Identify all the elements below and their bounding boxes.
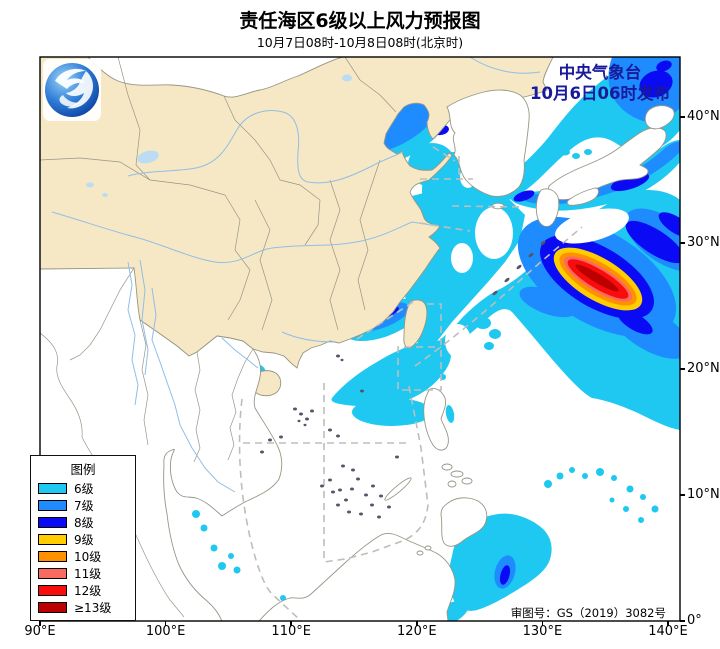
island-specks (260, 240, 546, 519)
x-tick-mark (541, 621, 544, 626)
legend-row-8级: 8级 (31, 514, 135, 531)
y-tick-mark (680, 368, 685, 370)
sulu-island (416, 550, 424, 556)
legend-label: 10级 (74, 550, 102, 564)
page-title: 责任海区6级以上风力预报图 (239, 10, 481, 32)
x-tick-mark (39, 621, 41, 626)
legend-swatch-icon (38, 585, 67, 596)
legend-label: 12级 (74, 584, 102, 598)
legend-label: 7级 (74, 499, 94, 513)
issuer-stamp: 中央气象台 10月6日06时发布 (505, 62, 695, 104)
legend-swatch-icon (38, 517, 67, 528)
y-tick-mark (680, 494, 685, 496)
legend-label: ≥13级 (74, 601, 112, 615)
legend-row-≥13级: ≥13级 (31, 599, 135, 616)
japan-kyushu (535, 188, 560, 227)
legend-swatch-icon (38, 534, 67, 545)
y-tick-mark (680, 242, 685, 244)
page-subtitle: 10月7日08时-10月8日08时(北京时) (256, 35, 464, 50)
issuer-time: 10月6日06时发布 (530, 84, 670, 103)
x-tick-mark (667, 621, 669, 626)
x-tick-label: 110°E (271, 624, 311, 639)
luzon-island (423, 388, 449, 451)
taiwan-island (403, 299, 428, 349)
legend-row-10级: 10级 (31, 548, 135, 565)
typhoon-core-rings (553, 247, 643, 311)
y-tick-label: 40°N (687, 109, 720, 124)
sulu-island (424, 545, 432, 551)
visayas-island (461, 477, 473, 485)
cma-logo (43, 59, 101, 121)
x-tick-label: 140°E (648, 624, 688, 639)
legend-row-7级: 7级 (31, 497, 135, 514)
legend-label: 8级 (74, 516, 94, 530)
legend-row-6级: 6级 (31, 480, 135, 497)
map-review-number: 审图号：GS（2019）3082号 (510, 606, 666, 620)
legend-swatch-icon (38, 568, 67, 579)
legend-box: 图例 6级 7级 8级 9级 10级 11级 12级 ≥13级 (30, 455, 136, 621)
x-tick-mark (164, 621, 167, 626)
visayas-island (441, 463, 453, 471)
y-tick-label: 0° (687, 613, 702, 628)
visayas-island (450, 470, 464, 478)
legend-items: 6级 7级 8级 9级 10级 11级 12级 ≥13级 (31, 480, 135, 616)
y-tick-label: 20°N (687, 361, 720, 376)
legend-row-11级: 11级 (31, 565, 135, 582)
x-tick-mark (416, 621, 418, 626)
x-tick-label: 100°E (145, 624, 186, 639)
korea-peninsula (446, 89, 530, 197)
y-tick-mark (680, 116, 685, 118)
issuer-agency: 中央气象台 (558, 63, 642, 82)
x-tick-mark (290, 621, 292, 626)
sea-area-dashed-lines (238, 146, 583, 621)
legend-swatch-icon (38, 500, 67, 511)
x-tick-label: 130°E (522, 624, 563, 639)
japan-hokkaido (644, 105, 675, 130)
legend-label: 11级 (74, 567, 102, 581)
palawan-island (384, 477, 412, 501)
x-tick-label: 90°E (24, 624, 56, 639)
map-frame (39, 56, 681, 622)
japan-shikoku (566, 187, 600, 206)
visayas-island (447, 480, 457, 488)
legend-swatch-icon (38, 551, 67, 562)
y-tick-mark (680, 620, 685, 622)
china-mainland (40, 57, 554, 369)
legend-row-9级: 9级 (31, 531, 135, 548)
y-tick-label: 10°N (687, 487, 720, 502)
legend-title: 图例 (70, 462, 96, 477)
legend-label: 6级 (74, 482, 94, 496)
borneo-island (258, 532, 456, 621)
legend-label: 9级 (74, 533, 94, 547)
legend-row-12级: 12级 (31, 582, 135, 599)
mindanao-island (440, 497, 488, 547)
legend-swatch-icon (38, 483, 67, 494)
y-tick-label: 30°N (687, 235, 720, 250)
x-tick-label: 120°E (397, 624, 437, 639)
legend-swatch-icon (38, 602, 67, 613)
boundaries-layer (40, 57, 541, 618)
